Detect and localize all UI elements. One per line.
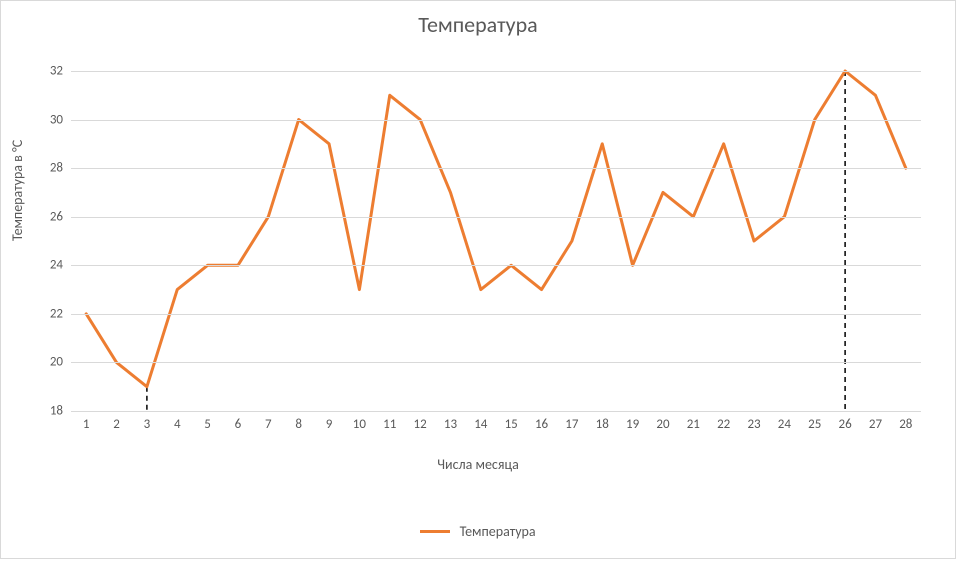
x-tick-label: 17: [565, 417, 578, 432]
gridline: [71, 120, 921, 121]
gridline: [71, 217, 921, 218]
y-tick-label: 30: [50, 112, 63, 127]
x-tick-label: 22: [717, 417, 730, 432]
chart-container: Температура Температура в °С 18202224262…: [0, 0, 956, 559]
y-tick-label: 20: [50, 355, 63, 370]
x-tick-label: 23: [747, 417, 760, 432]
x-tick-label: 24: [778, 417, 791, 432]
y-tick-label: 24: [50, 258, 63, 273]
y-tick-label: 32: [50, 64, 63, 79]
gridline: [71, 411, 921, 412]
gridline: [71, 362, 921, 363]
x-tick-label: 3: [144, 417, 151, 432]
gridline: [71, 265, 921, 266]
x-tick-label: 13: [444, 417, 457, 432]
x-tick-label: 25: [808, 417, 821, 432]
gridline: [71, 168, 921, 169]
legend: Температура: [1, 522, 955, 540]
x-tick-label: 27: [869, 417, 882, 432]
x-tick-label: 5: [204, 417, 211, 432]
x-tick-label: 14: [474, 417, 487, 432]
x-tick-label: 16: [535, 417, 548, 432]
series-line: [86, 71, 906, 387]
x-tick-label: 20: [656, 417, 669, 432]
legend-label: Температура: [460, 523, 536, 540]
x-axis-label: Числа месяца: [1, 456, 955, 473]
x-tick-label: 2: [113, 417, 120, 432]
x-tick-label: 11: [383, 417, 396, 432]
chart-svg: [71, 71, 921, 411]
y-tick-label: 26: [50, 209, 63, 224]
x-tick-label: 8: [295, 417, 302, 432]
x-tick-label: 21: [687, 417, 700, 432]
y-tick-label: 18: [50, 404, 63, 419]
x-tick-label: 15: [505, 417, 518, 432]
x-tick-label: 7: [265, 417, 272, 432]
y-tick-label: 28: [50, 161, 63, 176]
x-tick-label: 26: [839, 417, 852, 432]
legend-swatch: [420, 530, 450, 533]
y-tick-label: 22: [50, 306, 63, 321]
x-tick-label: 4: [174, 417, 181, 432]
x-tick-label: 19: [626, 417, 639, 432]
y-axis-label: Температура в °С: [9, 140, 26, 241]
chart-title: Температура: [1, 11, 955, 38]
x-tick-label: 12: [414, 417, 427, 432]
x-tick-label: 28: [899, 417, 912, 432]
x-tick-label: 1: [83, 417, 90, 432]
gridline: [71, 71, 921, 72]
x-tick-label: 10: [353, 417, 366, 432]
gridline: [71, 314, 921, 315]
x-tick-label: 9: [326, 417, 333, 432]
plot-area: 1820222426283032123456789101112131415161…: [71, 71, 921, 411]
x-tick-label: 18: [596, 417, 609, 432]
x-tick-label: 6: [235, 417, 242, 432]
